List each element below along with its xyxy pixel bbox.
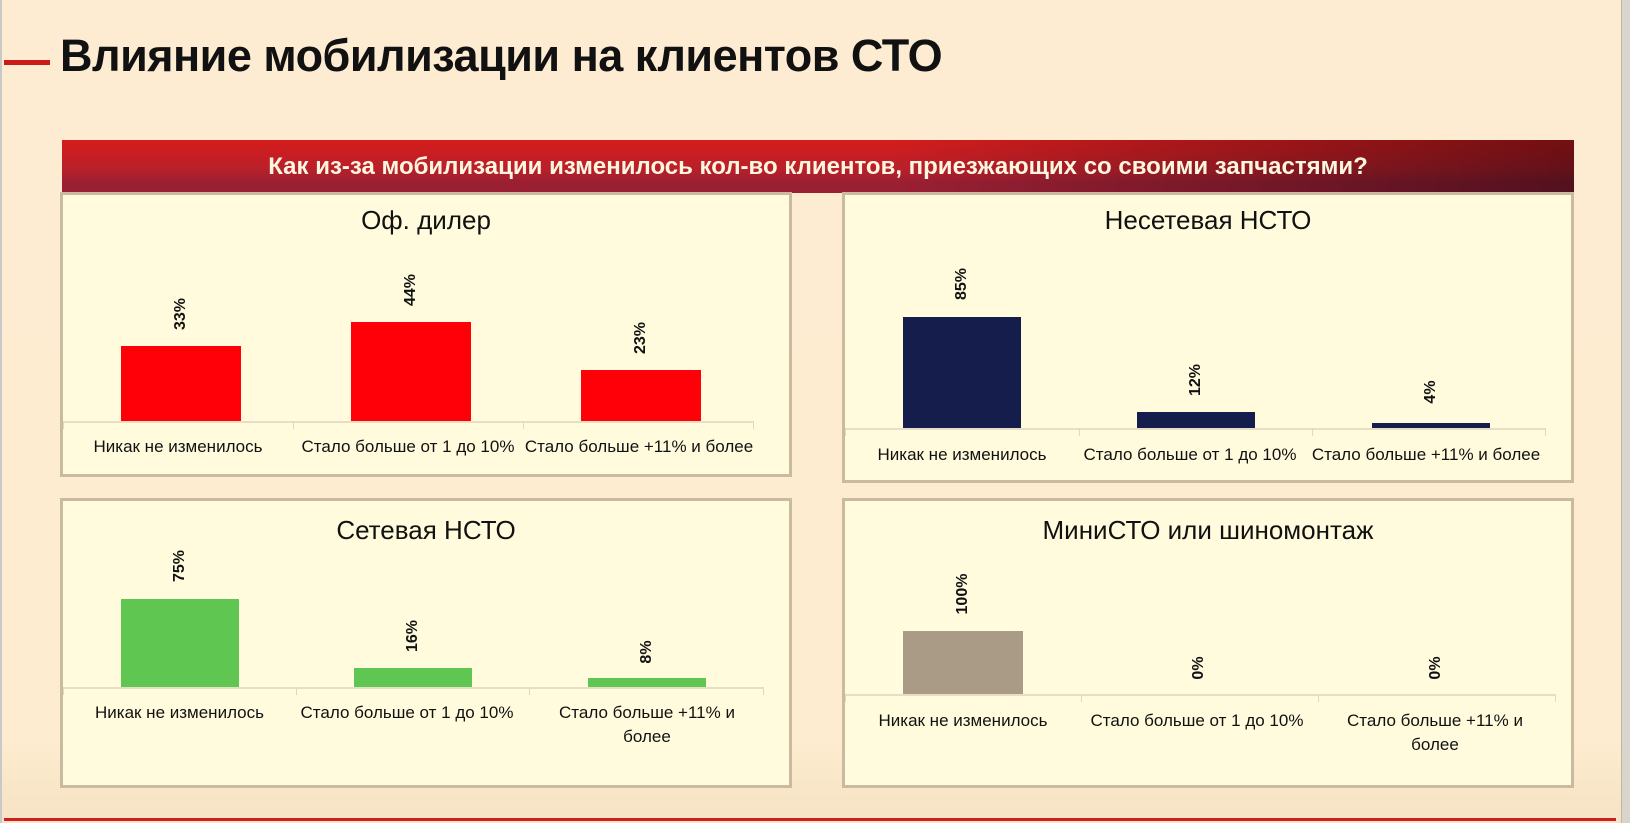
category-label: Стало больше +11% и более [1311, 445, 1541, 464]
x-axis [63, 421, 753, 423]
bar-2 [1372, 423, 1490, 428]
value-label: 100% [954, 573, 971, 615]
footer-accent-line [4, 818, 1616, 821]
axis-tick [763, 687, 764, 695]
value-label: 0% [1427, 656, 1444, 680]
question-banner: Как из-за мобилизации изменилось кол-во … [62, 140, 1574, 193]
chart-title: Несетевая НСТО [1104, 205, 1312, 235]
value-label: 8% [638, 640, 655, 664]
value-label: 0% [1190, 656, 1207, 680]
value-label: 85% [953, 267, 970, 301]
bar-2 [581, 370, 701, 421]
chart-title: МиниСТО или шиномонтаж [1042, 515, 1374, 545]
axis-tick [63, 687, 64, 695]
value-label: 23% [632, 321, 649, 355]
category-label: Стало больше +11% и более [1347, 711, 1523, 754]
window-edge [1621, 0, 1630, 823]
x-axis [845, 694, 1555, 696]
axis-tick [1081, 694, 1082, 702]
x-axis [63, 687, 763, 689]
value-label: 44% [402, 273, 419, 307]
bar-0 [121, 599, 239, 687]
axis-tick [293, 421, 294, 429]
title-accent-bar [4, 60, 50, 65]
axis-tick [529, 687, 530, 695]
axis-tick [845, 694, 846, 702]
chart-panel-nesetevaya-nsto: Несетевая НСТО 85% 12% 4% Никак не измен… [842, 192, 1574, 483]
axis-tick [523, 421, 524, 429]
axis-tick [753, 421, 754, 429]
chart-panel-setevaya-nsto: Сетевая НСТО 75% 16% 8% Никак не изменил… [60, 498, 792, 788]
category-label: Никак не изменилось [94, 703, 264, 722]
value-label: 4% [1422, 380, 1439, 404]
category-label: Стало больше от 1 до 10% [1083, 445, 1297, 464]
category-label: Никак не изменилось [877, 445, 1047, 464]
axis-tick [1545, 428, 1546, 436]
value-label: 33% [172, 297, 189, 331]
chart-panel-ministo: МиниСТО или шиномонтаж 100% 0% 0% Никак … [842, 498, 1574, 788]
plot-area: 75% 16% 8% Никак не изменилось Стало бол… [63, 501, 789, 785]
axis-tick [845, 428, 846, 436]
category-label: Стало больше от 1 до 10% [300, 703, 514, 722]
axis-tick [1318, 694, 1319, 702]
bar-0 [903, 317, 1021, 428]
plot-area: 100% 0% 0% Никак не изменилось Стало бол… [845, 501, 1571, 785]
bar-0 [903, 631, 1023, 694]
bar-2 [588, 678, 706, 687]
category-label: Стало больше от 1 до 10% [1090, 711, 1304, 730]
category-label: Никак не изменилось [93, 437, 263, 456]
plot-area: 33% 44% 23% Никак не изменилось Стало бо… [63, 195, 789, 475]
value-label: 75% [171, 549, 188, 583]
category-label: Никак не изменилось [878, 711, 1048, 730]
value-label: 16% [404, 619, 421, 653]
slide-title: Влияние мобилизации на клиентов СТО [60, 30, 943, 81]
axis-tick [1555, 694, 1556, 702]
question-text: Как из-за мобилизации изменилось кол-во … [268, 153, 1368, 180]
chart-panel-of-diler: Оф. дилер 33% 44% 23% Никак не изменилос… [60, 192, 792, 477]
axis-tick [1312, 428, 1313, 436]
chart-title: Сетевая НСТО [336, 515, 516, 545]
bar-0 [121, 346, 241, 421]
axis-tick [1079, 428, 1080, 436]
plot-area: 85% 12% 4% Никак не изменилось Стало бол… [845, 195, 1571, 481]
bar-1 [351, 322, 471, 421]
axis-tick [63, 421, 64, 429]
x-axis [845, 428, 1545, 430]
category-label: Стало больше от 1 до 10% [301, 437, 515, 456]
chart-title: Оф. дилер [361, 205, 491, 235]
bar-1 [354, 668, 472, 687]
category-label: Стало больше +11% и более [559, 703, 735, 746]
value-label: 12% [1187, 363, 1204, 397]
axis-tick [296, 687, 297, 695]
category-label: Стало больше +11% и более [524, 437, 754, 456]
bar-1 [1137, 412, 1255, 428]
